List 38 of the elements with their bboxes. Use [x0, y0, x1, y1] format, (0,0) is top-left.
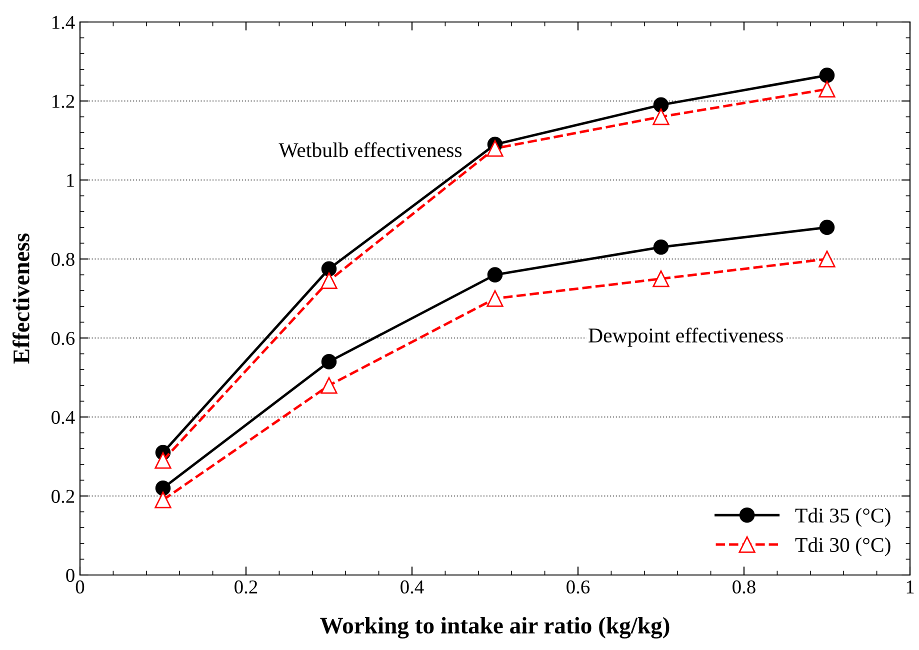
y-tick-label: 0.6: [52, 332, 75, 346]
point: [818, 250, 836, 268]
x-tick-label: 0.4: [400, 580, 424, 594]
point: [486, 140, 504, 157]
x-tick-label: 0: [76, 580, 84, 594]
x-axis-title: Working to intake air ratio (kg/kg): [320, 616, 670, 639]
legend-label: Tdi 30 (°C): [795, 537, 890, 556]
point: [652, 108, 670, 126]
x-tick-label: 0.6: [566, 580, 590, 594]
y-tick-label: 1: [67, 174, 74, 187]
x-tick-label: 0.8: [732, 580, 756, 594]
y-tick-label: 0.8: [52, 252, 74, 266]
point: [320, 377, 338, 394]
point: [320, 272, 338, 290]
point: [154, 492, 172, 508]
y-tick-label: 0: [66, 568, 74, 582]
point: [487, 267, 503, 282]
point: [321, 354, 337, 370]
point: [155, 480, 171, 496]
point: [321, 261, 337, 277]
point: [652, 270, 670, 288]
y-tick-label: 0.2: [52, 490, 74, 504]
y-tick-label: 0.4: [52, 410, 75, 424]
x-tick-label: 1: [906, 580, 914, 594]
point: [653, 97, 669, 113]
legend-label: Tdi 35 (°C): [795, 508, 890, 527]
x-tick-label: 0.2: [234, 580, 258, 594]
point: [653, 240, 669, 255]
point: [154, 452, 172, 469]
y-axis-title: Effectiveness: [12, 234, 30, 364]
y-tick-label: 1.2: [52, 94, 74, 108]
annotation: Dewpoint effectiveness: [588, 328, 784, 347]
annotation: Wetbulb effectiveness: [278, 142, 462, 158]
point: [819, 220, 835, 236]
point: [818, 80, 836, 98]
y-tick-label: 1.4: [52, 16, 75, 30]
point: [819, 68, 835, 83]
point: [486, 290, 504, 307]
